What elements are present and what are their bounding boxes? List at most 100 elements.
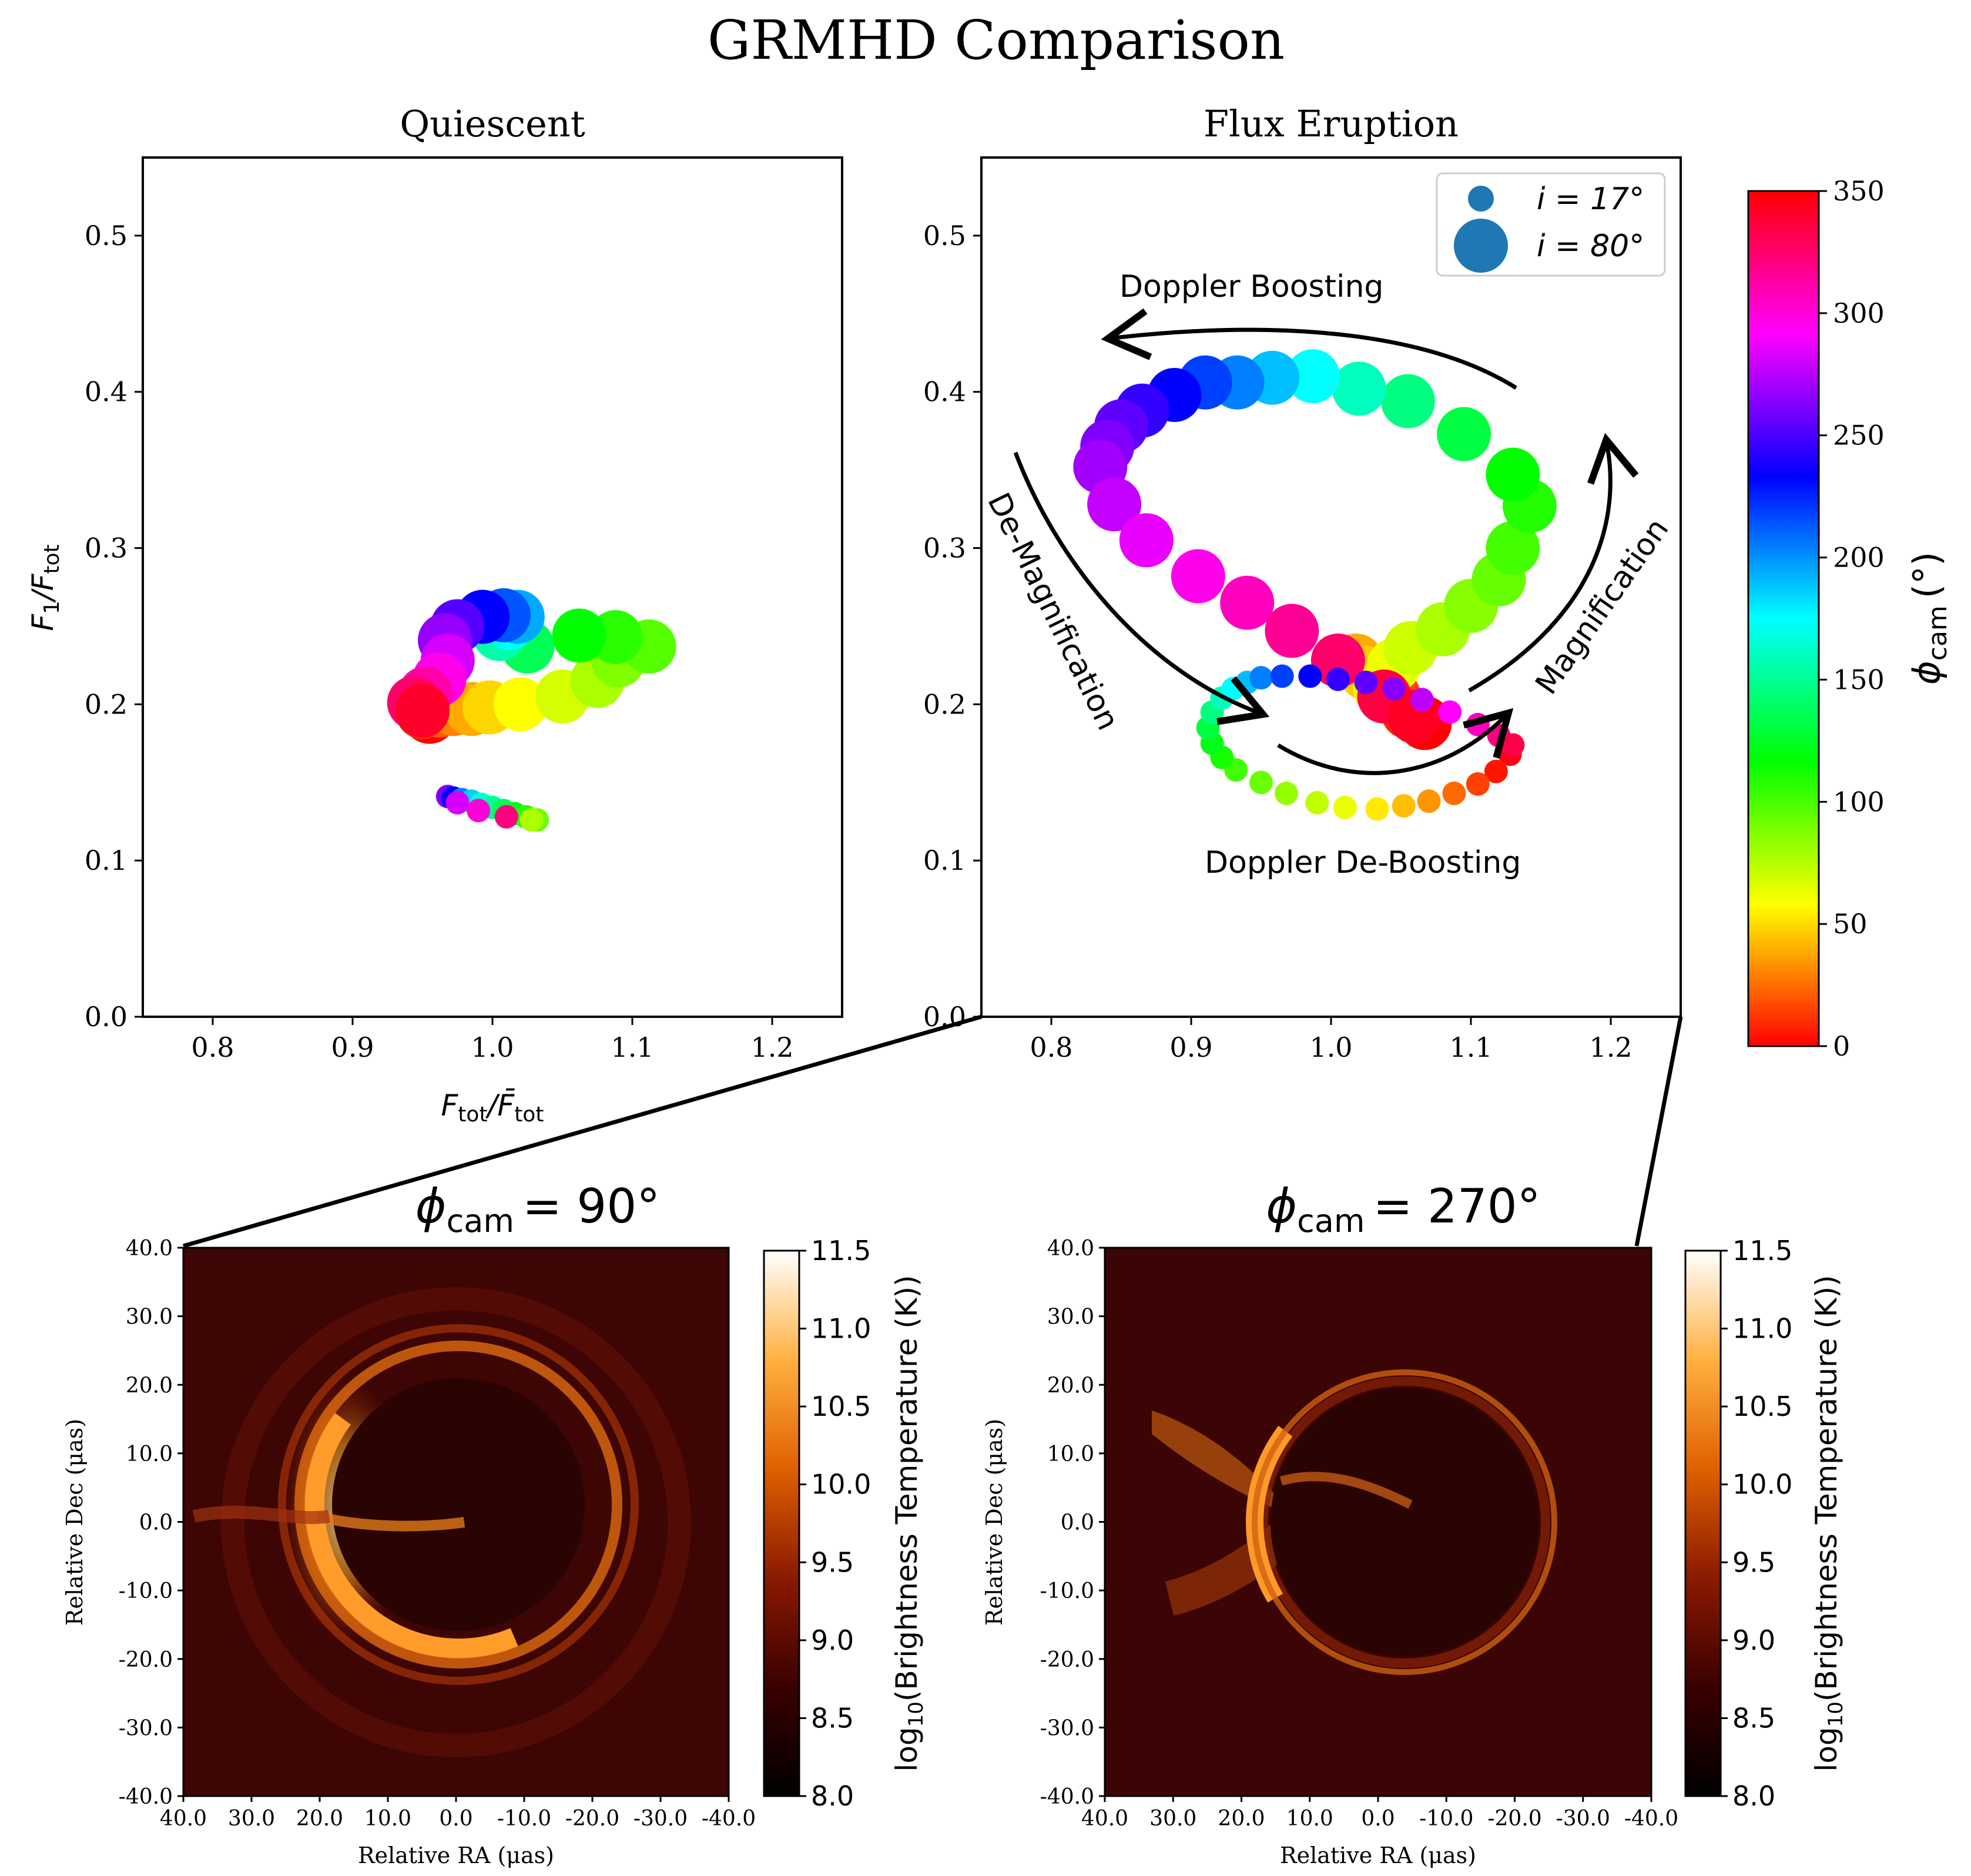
x-tick-label: 1.1 xyxy=(1449,1031,1492,1063)
data-point-i17 xyxy=(519,808,544,832)
colorbar-tick-label: 8.0 xyxy=(811,1780,854,1812)
x-tick-label: -30.0 xyxy=(633,1807,688,1831)
data-point-i80 xyxy=(1087,477,1142,532)
flux-eruption-ticks: 0.8 0.9 1.0 1.1 1.20.00.10.20.30.40.5 xyxy=(923,220,1633,1063)
data-point-i17 xyxy=(494,805,518,829)
data-point-i17 xyxy=(1298,664,1322,688)
x-tick-label: -10.0 xyxy=(497,1807,551,1831)
y-tick-label: -20.0 xyxy=(119,1648,173,1672)
x-tick-label: 0.9 xyxy=(331,1031,374,1063)
data-point-i80 xyxy=(1220,575,1275,630)
data-point-i80 xyxy=(1286,349,1340,404)
x-tick-label: 0.8 xyxy=(191,1031,234,1063)
image-phi90-heatmap xyxy=(183,1248,729,1796)
data-point-i17 xyxy=(1326,667,1350,691)
quiescent-ticks: 0.8 0.9 1.0 1.1 1.2 0.0 0.1 0.2 0.3 0.4 0.5 xyxy=(85,220,794,1063)
y-tick-label: 0.5 xyxy=(923,220,966,252)
data-point-i17 xyxy=(1274,781,1298,805)
inclination-legend: i = 17° i = 80° xyxy=(1436,172,1666,277)
y-tick-label: 20.0 xyxy=(126,1374,173,1398)
x-tick-label: 0.9 xyxy=(1169,1031,1212,1063)
data-point-i17 xyxy=(1333,795,1357,819)
data-point-i17 xyxy=(1442,781,1466,805)
image-phi90-colorbar-gradient xyxy=(763,1249,800,1797)
image-phi90-colorbar-ticks: 8.0 8.5 9.0 9.5 10.0 10.5 11.0 11.5 xyxy=(799,1235,871,1812)
data-point-i80 xyxy=(552,608,606,663)
legend-marker-large xyxy=(1454,219,1508,273)
phi-colorbar-tick-label: 200 xyxy=(1833,542,1885,574)
doppler-deboosting-arrow xyxy=(1277,708,1514,775)
y-tick-label: 0.5 xyxy=(85,220,128,252)
x-tick-label: 10.0 xyxy=(1286,1807,1333,1831)
data-point-i80 xyxy=(1437,407,1491,461)
data-point-i17 xyxy=(1484,759,1508,783)
phi-colorbar-ticks: 0 50 100 150 200 250 300 350 xyxy=(1819,175,1885,1062)
data-point-i17 xyxy=(1249,666,1273,690)
phi-colorbar-tick-label: 350 xyxy=(1833,175,1885,207)
data-point-i80 xyxy=(1486,521,1540,575)
image-phi270-ticks: 40.0 30.0 20.0 10.0 0.0 -10.0 -20.0 -30.0 -40.04… xyxy=(1040,1237,1678,1831)
image-phi270-colorbar-gradient xyxy=(1684,1249,1722,1797)
image-phi90-colorbar: 8.0 8.5 9.0 9.5 10.0 10.5 11.0 11.5 log10(Brigh… xyxy=(763,1235,928,1812)
connector-line-right xyxy=(1634,1016,1683,1247)
phi-colorbar: 0 50 100 150 200 250 300 350 ϕcam(°) xyxy=(1747,175,1953,1062)
phi-colorbar-tick-label: 50 xyxy=(1833,908,1868,940)
image-phi270-colorbar: 8.0 8.5 9.0 9.5 10.0 10.5 11.0 11.5 log10(Brigh… xyxy=(1684,1235,1848,1812)
quiescent-axes-frame xyxy=(142,156,843,1018)
image-phi270-colorbar-label: log10(Brightness Temperature (K)) xyxy=(1809,1275,1848,1771)
x-tick-label: 1.0 xyxy=(1309,1031,1352,1063)
connector-line-left xyxy=(183,1014,982,1248)
data-point-i17 xyxy=(1438,700,1462,724)
y-tick-label: 0.3 xyxy=(85,532,128,564)
colorbar-tick-label: 10.0 xyxy=(1732,1469,1792,1500)
image-phi270-xlabel: Relative RA (μas) xyxy=(1280,1843,1476,1868)
colorbar-tick-label: 10.0 xyxy=(811,1469,871,1500)
colorbar-tick-label: 9.0 xyxy=(811,1624,854,1656)
y-tick-label: 0.0 xyxy=(85,1001,128,1033)
data-point-i17 xyxy=(1466,772,1490,796)
x-tick-label: -20.0 xyxy=(1487,1807,1541,1831)
x-tick-label: 40.0 xyxy=(1081,1807,1128,1831)
y-tick-label: 0.4 xyxy=(85,376,128,408)
data-point-i80 xyxy=(493,677,548,732)
quiescent-ylabel: F1/Ftot xyxy=(26,544,64,631)
data-point-i80 xyxy=(1310,633,1365,688)
data-point-i80 xyxy=(1119,513,1174,568)
quiescent-title: Quiescent xyxy=(400,102,585,145)
quiescent-points xyxy=(387,588,676,832)
flux-eruption-panel: Flux Eruption Doppler Boosting De-Magnif… xyxy=(923,102,1682,1063)
quiescent-xlabel: Ftot/F̄tot xyxy=(441,1088,544,1127)
colorbar-tick-label: 11.0 xyxy=(1732,1313,1792,1345)
figure-title: GRMHD Comparison xyxy=(708,9,1285,72)
x-tick-label: -30.0 xyxy=(1556,1807,1610,1831)
y-tick-label: -30.0 xyxy=(119,1716,173,1740)
colorbar-tick-label: 10.5 xyxy=(811,1391,871,1422)
image-phi270-title: ϕcam = 270° xyxy=(1266,1179,1540,1240)
x-tick-label: 10.0 xyxy=(364,1807,411,1831)
y-tick-label: 40.0 xyxy=(126,1237,173,1261)
y-tick-label: -20.0 xyxy=(1040,1648,1094,1672)
phi-colorbar-tick-label: 100 xyxy=(1833,786,1885,818)
data-point-i17 xyxy=(467,799,491,823)
phi-colorbar-label: ϕcam(°) xyxy=(1905,552,1953,685)
flux-eruption-title: Flux Eruption xyxy=(1204,102,1459,145)
x-tick-label: 20.0 xyxy=(296,1807,343,1831)
x-tick-label: 40.0 xyxy=(160,1807,207,1831)
x-tick-label: 30.0 xyxy=(1149,1807,1196,1831)
data-point-i80 xyxy=(1380,374,1435,428)
data-point-i17 xyxy=(1270,664,1294,688)
y-tick-label: 10.0 xyxy=(126,1442,173,1466)
y-tick-label: 0.1 xyxy=(923,845,966,876)
x-tick-label: 0.0 xyxy=(439,1807,472,1831)
phi-colorbar-tick-label: 300 xyxy=(1833,297,1885,329)
image-phi90-xlabel: Relative RA (μas) xyxy=(358,1843,554,1868)
y-tick-label: 40.0 xyxy=(1047,1237,1094,1261)
x-tick-label: 1.2 xyxy=(1589,1031,1632,1063)
y-tick-label: -10.0 xyxy=(1040,1579,1094,1603)
y-tick-label: -10.0 xyxy=(119,1579,173,1603)
x-tick-label: 0.0 xyxy=(1361,1807,1395,1831)
colorbar-tick-label: 11.5 xyxy=(1732,1235,1792,1267)
phi-colorbar-tick-label: 0 xyxy=(1833,1030,1850,1062)
x-tick-label: -40.0 xyxy=(1624,1807,1678,1831)
annotation-doppler-deboosting: Doppler De-Boosting xyxy=(1205,845,1521,880)
